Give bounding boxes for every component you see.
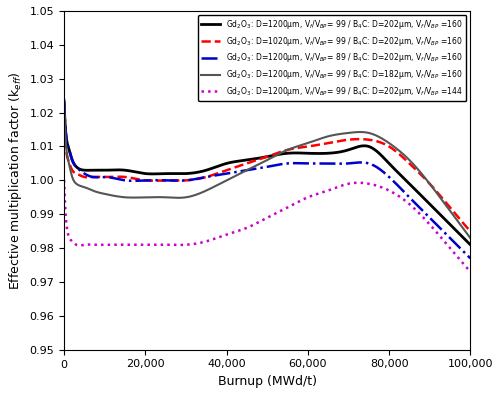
Gd$_2$O$_3$: D=1200μm, V$_f$/V$_{BP}$= 89 / B$_4$C: D=202μm, V$_f$/V$_{BP}$ =160: (5.95e+04, 1.01): D=1200μm, V$_f$/V$_{BP}$= 89 / B$_4$C: D… xyxy=(303,161,309,166)
Gd$_2$O$_3$: D=1200μm, V$_f$/V$_{BP}$= 89 / B$_4$C: D=202μm, V$_f$/V$_{BP}$ =160: (0, 1.02): D=1200μm, V$_f$/V$_{BP}$= 89 / B$_4$C: D… xyxy=(61,97,67,102)
Gd$_2$O$_3$: D=1200μm, V$_f$/V$_{BP}$= 99 / B$_4$C: D=182μm, V$_f$/V$_{BP}$ =160: (4.81e+04, 1): D=1200μm, V$_f$/V$_{BP}$= 99 / B$_4$C: D… xyxy=(256,162,262,166)
Gd$_2$O$_3$: D=1200μm, V$_f$/V$_{BP}$= 99 / B$_4$C: D=202μm, V$_f$/V$_{BP}$ =160: (1e+05, 0.981): D=1200μm, V$_f$/V$_{BP}$= 99 / B$_4$C: D… xyxy=(468,243,473,247)
Gd$_2$O$_3$: D=1200μm, V$_f$/V$_{BP}$= 89 / B$_4$C: D=202μm, V$_f$/V$_{BP}$ =160: (9.76e+04, 0.98): D=1200μm, V$_f$/V$_{BP}$= 89 / B$_4$C: D… xyxy=(458,246,464,251)
Gd$_2$O$_3$: D=1200μm, V$_f$/V$_{BP}$= 99 / B$_4$C: D=182μm, V$_f$/V$_{BP}$ =160: (8.2e+04, 1.01): D=1200μm, V$_f$/V$_{BP}$= 99 / B$_4$C: D… xyxy=(394,147,400,151)
Gd$_2$O$_3$: D=1020μm, V$_f$/V$_{BP}$= 99 / B$_4$C: D=202μm, V$_f$/V$_{BP}$ =160: (4.75e+04, 1.01): D=1020μm, V$_f$/V$_{BP}$= 99 / B$_4$C: D… xyxy=(254,158,260,162)
Gd$_2$O$_3$: D=1200μm, V$_f$/V$_{BP}$= 89 / B$_4$C: D=202μm, V$_f$/V$_{BP}$ =160: (8.2e+04, 0.999): D=1200μm, V$_f$/V$_{BP}$= 89 / B$_4$C: D… xyxy=(394,182,400,187)
Gd$_2$O$_3$: D=1020μm, V$_f$/V$_{BP}$= 99 / B$_4$C: D=202μm, V$_f$/V$_{BP}$ =160: (4.81e+04, 1.01): D=1020μm, V$_f$/V$_{BP}$= 99 / B$_4$C: D… xyxy=(256,157,262,162)
Gd$_2$O$_3$: D=1200μm, V$_f$/V$_{BP}$= 99 / B$_4$C: D=202μm, V$_f$/V$_{BP}$ =160: (0, 1.02): D=1200μm, V$_f$/V$_{BP}$= 99 / B$_4$C: D… xyxy=(61,100,67,105)
Line: Gd$_2$O$_3$: D=1020μm, V$_f$/V$_{BP}$= 99 / B$_4$C: D=202μm, V$_f$/V$_{BP}$ =160: Gd$_2$O$_3$: D=1020μm, V$_f$/V$_{BP}$= 9… xyxy=(64,113,470,231)
Gd$_2$O$_3$: D=1200μm, V$_f$/V$_{BP}$= 99 / B$_4$C: D=182μm, V$_f$/V$_{BP}$ =160: (1e+05, 0.983): D=1200μm, V$_f$/V$_{BP}$= 99 / B$_4$C: D… xyxy=(468,235,473,240)
Gd$_2$O$_3$: D=1020μm, V$_f$/V$_{BP}$= 99 / B$_4$C: D=202μm, V$_f$/V$_{BP}$ =160: (1e+05, 0.985): D=1020μm, V$_f$/V$_{BP}$= 99 / B$_4$C: D… xyxy=(468,229,473,233)
Gd$_2$O$_3$: D=1200μm, V$_f$/V$_{BP}$= 99 / B$_4$C: D=202μm, V$_f$/V$_{BP}$ =144: (5.95e+04, 0.995): D=1200μm, V$_f$/V$_{BP}$= 99 / B$_4$C: D… xyxy=(303,196,309,201)
Gd$_2$O$_3$: D=1020μm, V$_f$/V$_{BP}$= 99 / B$_4$C: D=202μm, V$_f$/V$_{BP}$ =160: (0, 1.02): D=1020μm, V$_f$/V$_{BP}$= 99 / B$_4$C: D… xyxy=(61,110,67,115)
Line: Gd$_2$O$_3$: D=1200μm, V$_f$/V$_{BP}$= 89 / B$_4$C: D=202μm, V$_f$/V$_{BP}$ =160: Gd$_2$O$_3$: D=1200μm, V$_f$/V$_{BP}$= 8… xyxy=(64,99,470,258)
Gd$_2$O$_3$: D=1200μm, V$_f$/V$_{BP}$= 99 / B$_4$C: D=202μm, V$_f$/V$_{BP}$ =160: (4.75e+04, 1.01): D=1200μm, V$_f$/V$_{BP}$= 99 / B$_4$C: D… xyxy=(254,156,260,161)
X-axis label: Burnup (MWd/t): Burnup (MWd/t) xyxy=(218,375,316,388)
Gd$_2$O$_3$: D=1200μm, V$_f$/V$_{BP}$= 99 / B$_4$C: D=202μm, V$_f$/V$_{BP}$ =144: (8.2e+04, 0.996): D=1200μm, V$_f$/V$_{BP}$= 99 / B$_4$C: D… xyxy=(394,193,400,198)
Gd$_2$O$_3$: D=1020μm, V$_f$/V$_{BP}$= 99 / B$_4$C: D=202μm, V$_f$/V$_{BP}$ =160: (9.76e+04, 0.988): D=1020μm, V$_f$/V$_{BP}$= 99 / B$_4$C: D… xyxy=(458,218,464,222)
Gd$_2$O$_3$: D=1200μm, V$_f$/V$_{BP}$= 99 / B$_4$C: D=182μm, V$_f$/V$_{BP}$ =160: (4.75e+04, 1): D=1200μm, V$_f$/V$_{BP}$= 99 / B$_4$C: D… xyxy=(254,163,260,167)
Gd$_2$O$_3$: D=1200μm, V$_f$/V$_{BP}$= 99 / B$_4$C: D=202μm, V$_f$/V$_{BP}$ =144: (5.41e+04, 0.991): D=1200μm, V$_f$/V$_{BP}$= 99 / B$_4$C: D… xyxy=(281,207,287,212)
Gd$_2$O$_3$: D=1200μm, V$_f$/V$_{BP}$= 99 / B$_4$C: D=182μm, V$_f$/V$_{BP}$ =160: (9.76e+04, 0.987): D=1200μm, V$_f$/V$_{BP}$= 99 / B$_4$C: D… xyxy=(458,223,464,228)
Gd$_2$O$_3$: D=1200μm, V$_f$/V$_{BP}$= 99 / B$_4$C: D=202μm, V$_f$/V$_{BP}$ =160: (8.2e+04, 1): D=1200μm, V$_f$/V$_{BP}$= 99 / B$_4$C: D… xyxy=(394,169,400,174)
Gd$_2$O$_3$: D=1200μm, V$_f$/V$_{BP}$= 89 / B$_4$C: D=202μm, V$_f$/V$_{BP}$ =160: (4.75e+04, 1): D=1200μm, V$_f$/V$_{BP}$= 89 / B$_4$C: D… xyxy=(254,166,260,171)
Legend: Gd$_2$O$_3$: D=1200μm, V$_f$/V$_{BP}$= 99 / B$_4$C: D=202μm, V$_f$/V$_{BP}$ =160: Gd$_2$O$_3$: D=1200μm, V$_f$/V$_{BP}$= 9… xyxy=(198,15,466,101)
Gd$_2$O$_3$: D=1200μm, V$_f$/V$_{BP}$= 89 / B$_4$C: D=202μm, V$_f$/V$_{BP}$ =160: (5.41e+04, 1): D=1200μm, V$_f$/V$_{BP}$= 89 / B$_4$C: D… xyxy=(281,162,287,166)
Gd$_2$O$_3$: D=1200μm, V$_f$/V$_{BP}$= 99 / B$_4$C: D=202μm, V$_f$/V$_{BP}$ =160: (4.81e+04, 1.01): D=1200μm, V$_f$/V$_{BP}$= 99 / B$_4$C: D… xyxy=(256,156,262,160)
Gd$_2$O$_3$: D=1200μm, V$_f$/V$_{BP}$= 99 / B$_4$C: D=202μm, V$_f$/V$_{BP}$ =160: (9.76e+04, 0.984): D=1200μm, V$_f$/V$_{BP}$= 99 / B$_4$C: D… xyxy=(458,233,464,237)
Gd$_2$O$_3$: D=1200μm, V$_f$/V$_{BP}$= 99 / B$_4$C: D=182μm, V$_f$/V$_{BP}$ =160: (0, 1.02): D=1200μm, V$_f$/V$_{BP}$= 99 / B$_4$C: D… xyxy=(61,100,67,105)
Line: Gd$_2$O$_3$: D=1200μm, V$_f$/V$_{BP}$= 99 / B$_4$C: D=182μm, V$_f$/V$_{BP}$ =160: Gd$_2$O$_3$: D=1200μm, V$_f$/V$_{BP}$= 9… xyxy=(64,102,470,238)
Gd$_2$O$_3$: D=1020μm, V$_f$/V$_{BP}$= 99 / B$_4$C: D=202μm, V$_f$/V$_{BP}$ =160: (8.2e+04, 1.01): D=1020μm, V$_f$/V$_{BP}$= 99 / B$_4$C: D… xyxy=(394,150,400,154)
Gd$_2$O$_3$: D=1020μm, V$_f$/V$_{BP}$= 99 / B$_4$C: D=202μm, V$_f$/V$_{BP}$ =160: (5.41e+04, 1.01): D=1020μm, V$_f$/V$_{BP}$= 99 / B$_4$C: D… xyxy=(281,149,287,153)
Gd$_2$O$_3$: D=1200μm, V$_f$/V$_{BP}$= 99 / B$_4$C: D=182μm, V$_f$/V$_{BP}$ =160: (5.41e+04, 1.01): D=1200μm, V$_f$/V$_{BP}$= 99 / B$_4$C: D… xyxy=(281,149,287,154)
Gd$_2$O$_3$: D=1200μm, V$_f$/V$_{BP}$= 99 / B$_4$C: D=202μm, V$_f$/V$_{BP}$ =144: (0, 1): D=1200μm, V$_f$/V$_{BP}$= 99 / B$_4$C: D… xyxy=(61,178,67,183)
Gd$_2$O$_3$: D=1200μm, V$_f$/V$_{BP}$= 99 / B$_4$C: D=202μm, V$_f$/V$_{BP}$ =144: (4.81e+04, 0.988): D=1200μm, V$_f$/V$_{BP}$= 99 / B$_4$C: D… xyxy=(256,219,262,224)
Gd$_2$O$_3$: D=1200μm, V$_f$/V$_{BP}$= 99 / B$_4$C: D=182μm, V$_f$/V$_{BP}$ =160: (5.95e+04, 1.01): D=1200μm, V$_f$/V$_{BP}$= 99 / B$_4$C: D… xyxy=(303,141,309,146)
Y-axis label: Effective multiplication factor (k$_{eff}$): Effective multiplication factor (k$_{eff… xyxy=(7,71,24,290)
Gd$_2$O$_3$: D=1020μm, V$_f$/V$_{BP}$= 99 / B$_4$C: D=202μm, V$_f$/V$_{BP}$ =160: (5.95e+04, 1.01): D=1020μm, V$_f$/V$_{BP}$= 99 / B$_4$C: D… xyxy=(303,145,309,149)
Line: Gd$_2$O$_3$: D=1200μm, V$_f$/V$_{BP}$= 99 / B$_4$C: D=202μm, V$_f$/V$_{BP}$ =160: Gd$_2$O$_3$: D=1200μm, V$_f$/V$_{BP}$= 9… xyxy=(64,102,470,245)
Gd$_2$O$_3$: D=1200μm, V$_f$/V$_{BP}$= 89 / B$_4$C: D=202μm, V$_f$/V$_{BP}$ =160: (4.81e+04, 1): D=1200μm, V$_f$/V$_{BP}$= 89 / B$_4$C: D… xyxy=(256,166,262,171)
Gd$_2$O$_3$: D=1200μm, V$_f$/V$_{BP}$= 99 / B$_4$C: D=202μm, V$_f$/V$_{BP}$ =144: (9.76e+04, 0.976): D=1200μm, V$_f$/V$_{BP}$= 99 / B$_4$C: D… xyxy=(458,258,464,263)
Line: Gd$_2$O$_3$: D=1200μm, V$_f$/V$_{BP}$= 99 / B$_4$C: D=202μm, V$_f$/V$_{BP}$ =144: Gd$_2$O$_3$: D=1200μm, V$_f$/V$_{BP}$= 9… xyxy=(64,181,470,272)
Gd$_2$O$_3$: D=1200μm, V$_f$/V$_{BP}$= 99 / B$_4$C: D=202μm, V$_f$/V$_{BP}$ =144: (4.75e+04, 0.987): D=1200μm, V$_f$/V$_{BP}$= 99 / B$_4$C: D… xyxy=(254,221,260,226)
Gd$_2$O$_3$: D=1200μm, V$_f$/V$_{BP}$= 99 / B$_4$C: D=202μm, V$_f$/V$_{BP}$ =160: (5.95e+04, 1.01): D=1200μm, V$_f$/V$_{BP}$= 99 / B$_4$C: D… xyxy=(303,151,309,156)
Gd$_2$O$_3$: D=1200μm, V$_f$/V$_{BP}$= 89 / B$_4$C: D=202μm, V$_f$/V$_{BP}$ =160: (1e+05, 0.977): D=1200μm, V$_f$/V$_{BP}$= 89 / B$_4$C: D… xyxy=(468,256,473,261)
Gd$_2$O$_3$: D=1200μm, V$_f$/V$_{BP}$= 99 / B$_4$C: D=202μm, V$_f$/V$_{BP}$ =160: (5.41e+04, 1.01): D=1200μm, V$_f$/V$_{BP}$= 99 / B$_4$C: D… xyxy=(281,151,287,156)
Gd$_2$O$_3$: D=1200μm, V$_f$/V$_{BP}$= 99 / B$_4$C: D=202μm, V$_f$/V$_{BP}$ =144: (1e+05, 0.973): D=1200μm, V$_f$/V$_{BP}$= 99 / B$_4$C: D… xyxy=(468,269,473,274)
